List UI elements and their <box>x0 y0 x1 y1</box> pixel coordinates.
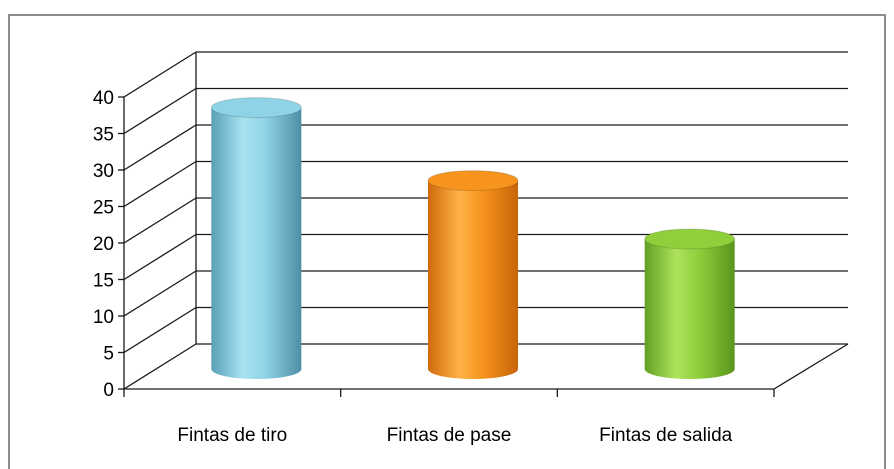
y-tick-label: 40 <box>93 88 114 109</box>
y-tick-label: 10 <box>93 307 114 328</box>
gridline-diagonal <box>123 124 197 171</box>
gridline-diagonal <box>123 197 197 244</box>
bar-top <box>644 228 736 250</box>
bar-top <box>210 97 302 119</box>
y-tick-label: 5 <box>103 344 114 365</box>
gridline-diagonal <box>123 160 197 208</box>
y-tick-label: 20 <box>93 234 114 255</box>
labels-layer: 0 5 10 15 20 25 30 35 40 Fintas de tiro Fintas de … <box>93 88 733 446</box>
bar-1 <box>427 170 519 379</box>
bar-body <box>644 239 735 379</box>
gridline-diagonal <box>123 306 197 354</box>
bars-layer <box>210 97 736 379</box>
floor-right-edge <box>773 343 849 390</box>
gridline-diagonal <box>123 87 197 135</box>
y-tick-label: 35 <box>93 125 114 146</box>
bar-body <box>211 107 302 379</box>
y-tick-label: 15 <box>93 271 114 292</box>
x-category-label: Fintas de tiro <box>177 425 287 446</box>
y-tick-label: 25 <box>93 198 114 219</box>
gridline-diagonal <box>123 270 197 317</box>
x-category-label: Fintas de salida <box>599 425 733 446</box>
bar-body <box>428 180 518 379</box>
x-category-label: Fintas de pase <box>387 425 512 446</box>
bar-0 <box>210 97 302 379</box>
gridline-diagonal <box>123 233 197 281</box>
bar-2 <box>644 228 736 379</box>
gridline-diagonal <box>123 343 197 390</box>
axes-layer <box>118 51 849 397</box>
gridline-diagonal <box>123 51 197 98</box>
bar-top <box>427 170 519 192</box>
y-tick-label: 30 <box>93 161 114 182</box>
y-tick-label: 0 <box>103 380 114 401</box>
